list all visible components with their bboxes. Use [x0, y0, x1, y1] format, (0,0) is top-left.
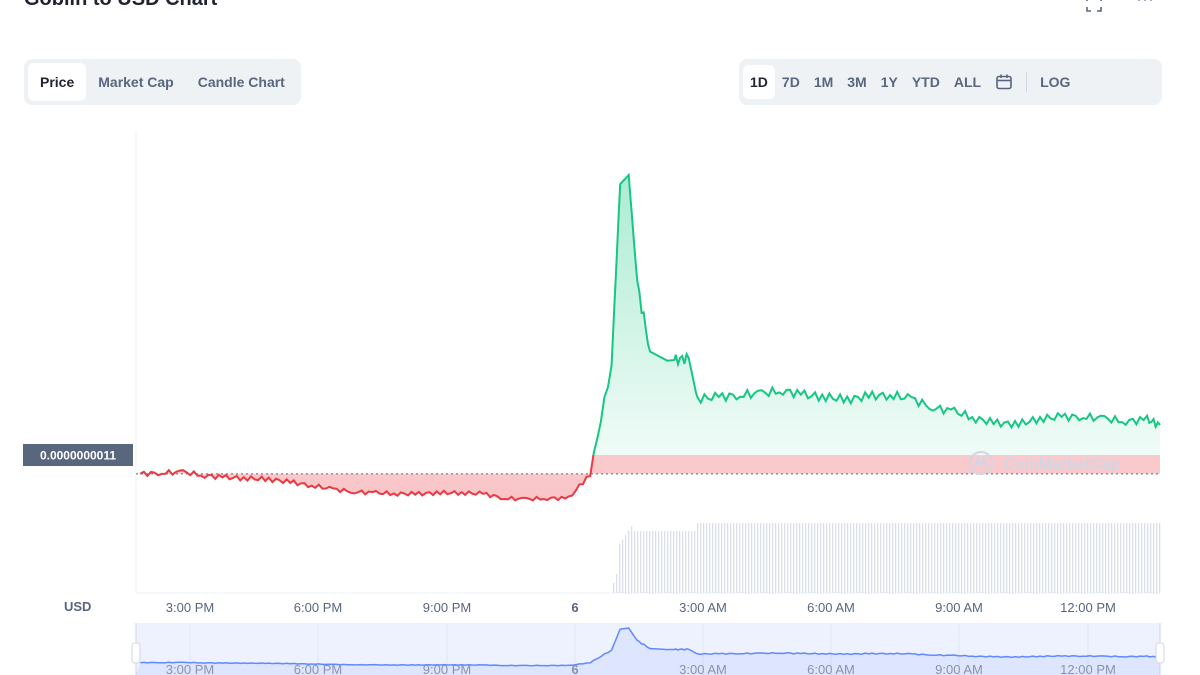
tab-candle-chart[interactable]: Candle Chart [197, 74, 285, 90]
navigator-right-handle [1155, 642, 1165, 664]
navigator-tick-label: 6:00 PM [294, 662, 342, 675]
x-tick-label: 6:00 PM [294, 600, 342, 615]
range-3m[interactable]: 3M [847, 74, 867, 90]
x-tick-label: 6:00 AM [807, 600, 855, 615]
range-1d[interactable]: 1D [743, 65, 775, 99]
range-1m[interactable]: 1M [813, 74, 834, 90]
navigator-tick-label: 3:00 AM [679, 662, 727, 675]
range-7d[interactable]: 7D [781, 74, 800, 90]
navigator-tick-label: 6:00 AM [807, 662, 855, 675]
volume-bars [613, 523, 1161, 593]
range-all[interactable]: ALL [953, 74, 982, 90]
calendar-icon[interactable] [988, 73, 1020, 91]
x-tick-label: 9:00 AM [935, 600, 983, 615]
reference-label: 0.0000000011 [23, 444, 133, 466]
reference-value: 0.0000000011 [40, 449, 116, 463]
area-fill-above [593, 175, 1160, 455]
tab-price[interactable]: Price [28, 63, 87, 101]
navigator-area [136, 628, 1160, 675]
currency-label: USD [64, 599, 91, 614]
x-tick-label: 3:00 PM [166, 600, 214, 615]
more-options-icon[interactable] [1136, 0, 1154, 11]
price-line-up [592, 172, 1161, 455]
navigator-tick-label: 12:00 PM [1060, 662, 1116, 675]
page-title: Goblin to USD Chart [24, 0, 217, 11]
navigator-tick-label: 9:00 AM [935, 662, 983, 675]
navigator-tick-label: 6 [571, 662, 578, 675]
price-line-down [139, 455, 595, 502]
x-axis-ticks: 3:00 PM 6:00 PM 9:00 PM 6 3:00 AM 6:00 AM 9:00… [166, 600, 1116, 615]
chart-type-tabs: Price Market Cap Candle Chart [24, 59, 301, 105]
navigator-left-handle [131, 642, 141, 664]
watermark-text: CoinMarketCap [1003, 456, 1121, 473]
range-ytd[interactable]: YTD [911, 74, 940, 90]
area-fill-below [140, 455, 1160, 501]
range-1y[interactable]: 1Y [880, 74, 898, 90]
tab-market-cap[interactable]: Market Cap [98, 74, 174, 90]
navigator-grid [189, 623, 1089, 675]
top-icons [1086, 0, 1154, 12]
toolbar-divider [1026, 72, 1028, 92]
range-selector: 1D 7D 1M 3M 1Y YTD ALL LOG [739, 59, 1162, 105]
x-tick-label: 12:00 PM [1060, 600, 1116, 615]
fullscreen-icon[interactable] [1086, 0, 1102, 12]
navigator-line [140, 627, 1161, 667]
x-tick-label: 9:00 PM [423, 600, 471, 615]
log-toggle[interactable]: LOG [1040, 74, 1071, 90]
navigator[interactable]: 3:00 PM 6:00 PM 9:00 PM 6 3:00 AM 6:00 AM 9:00… [131, 623, 1165, 675]
navigator-ticks: 3:00 PM 6:00 PM 9:00 PM 6 3:00 AM 6:00 AM 9:00… [166, 662, 1116, 675]
x-tick-label: 6 [571, 600, 578, 615]
navigator-tick-label: 9:00 PM [423, 662, 471, 675]
watermark: CoinMarketCap [969, 451, 1121, 475]
x-tick-label: 3:00 AM [679, 600, 727, 615]
navigator-tick-label: 3:00 PM [166, 662, 214, 675]
